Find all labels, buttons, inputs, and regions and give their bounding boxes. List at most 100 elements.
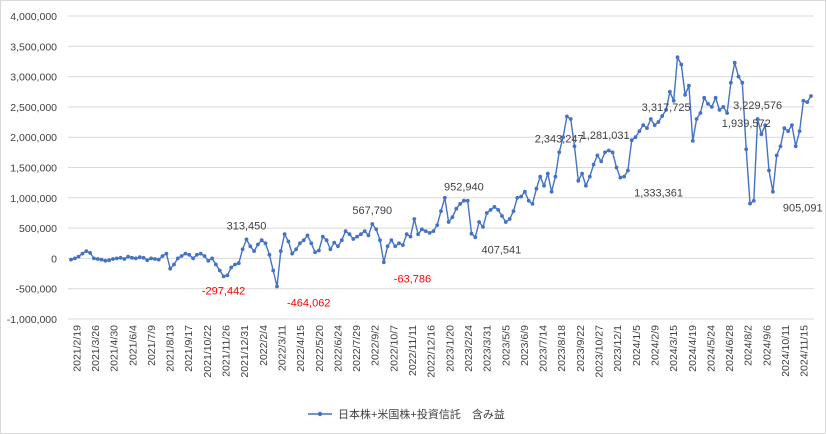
data-annotations: 313,450 567,790 952,940 2,343,247 3,317,725 3… xyxy=(202,100,823,310)
data-point xyxy=(599,159,604,164)
data-point xyxy=(709,105,714,109)
data-point xyxy=(92,256,96,261)
y-tick-label: 1,000,000 xyxy=(10,193,57,205)
data-point xyxy=(320,234,325,239)
x-tick-label: 2022/10/7 xyxy=(388,325,400,372)
data-point xyxy=(721,105,726,109)
x-tick-label: 2024/9/6 xyxy=(761,325,773,366)
data-point xyxy=(469,231,474,236)
x-tick-label: 2022/4/15 xyxy=(295,325,307,372)
data-point xyxy=(336,244,340,249)
data-point xyxy=(790,123,794,127)
y-tick-label: -500,000 xyxy=(16,284,58,296)
x-tick-label: 2023/12/1 xyxy=(612,325,624,372)
x-tick-label: 2022/11/11 xyxy=(407,325,419,376)
data-point xyxy=(69,257,73,262)
data-point xyxy=(267,252,272,257)
data-point xyxy=(484,211,489,215)
x-tick-label: 2024/11/15 xyxy=(799,325,811,377)
data-label: -297,442 xyxy=(202,285,245,297)
y-axis-tick-labels: 4,000,000 3,500,000 3,000,000 2,500,000 2,00… xyxy=(7,11,57,326)
data-point xyxy=(740,80,745,85)
data-point xyxy=(118,255,123,260)
data-point xyxy=(744,147,749,152)
data-point xyxy=(259,238,264,243)
data-point xyxy=(99,257,104,262)
data-point xyxy=(309,241,314,246)
data-point xyxy=(786,129,790,134)
data-point xyxy=(660,114,665,118)
data-point xyxy=(557,150,562,155)
data-point xyxy=(736,74,741,79)
data-point xyxy=(492,205,497,209)
x-tick-label: 2022/5/20 xyxy=(314,325,326,372)
data-point xyxy=(591,162,596,167)
data-label: 407,541 xyxy=(482,245,522,257)
data-point xyxy=(515,195,520,200)
data-point xyxy=(324,238,329,243)
data-point xyxy=(225,273,230,278)
data-point xyxy=(374,227,379,232)
data-point xyxy=(496,208,501,212)
data-point xyxy=(523,189,527,194)
data-point xyxy=(614,165,619,170)
y-tick-label: 3,000,000 xyxy=(10,72,57,84)
data-point xyxy=(378,238,382,243)
data-point xyxy=(580,171,584,176)
data-point xyxy=(404,232,409,237)
data-point xyxy=(103,258,108,263)
x-tick-label: 2023/6/9 xyxy=(519,325,531,366)
data-point xyxy=(729,80,733,85)
data-point xyxy=(263,241,268,246)
legend-label: 日本株+米国株+投資信託 含み益 xyxy=(338,407,505,421)
data-point xyxy=(797,129,802,134)
y-tick-label: 1,500,000 xyxy=(10,163,57,175)
data-point xyxy=(542,183,546,188)
data-point xyxy=(683,92,687,97)
data-point xyxy=(629,138,634,143)
data-point xyxy=(423,229,428,234)
data-label: -464,062 xyxy=(287,298,330,310)
y-tick-label: 3,500,000 xyxy=(10,41,57,53)
series-line xyxy=(70,54,812,287)
x-axis-tick-labels: 2021/2/19 2021/3/26 2021/4/30 2021/6/4 2021/… xyxy=(71,325,810,378)
data-point xyxy=(347,232,352,237)
data-point xyxy=(317,248,321,253)
data-point xyxy=(275,284,279,289)
x-tick-label: 2023/1/20 xyxy=(444,325,456,372)
data-point xyxy=(717,108,722,112)
data-point xyxy=(141,255,146,260)
data-point xyxy=(725,111,729,115)
data-point xyxy=(584,183,588,188)
x-tick-label: 2023/5/5 xyxy=(500,325,512,366)
x-tick-label: 2021/11/26 xyxy=(221,325,233,377)
data-point xyxy=(732,60,737,65)
x-tick-label: 2021/7/9 xyxy=(146,325,158,366)
data-point xyxy=(454,206,459,211)
data-point xyxy=(385,244,390,249)
data-point xyxy=(183,251,188,256)
x-tick-label: 2022/6/24 xyxy=(332,325,344,372)
data-point xyxy=(393,244,398,249)
data-point xyxy=(439,209,443,214)
data-point xyxy=(202,254,207,258)
data-point xyxy=(759,132,764,137)
data-point xyxy=(175,256,180,261)
data-point xyxy=(805,100,810,104)
data-point xyxy=(774,153,779,158)
data-point xyxy=(595,153,600,158)
data-point xyxy=(221,274,226,279)
x-tick-label: 2021/2/19 xyxy=(71,325,83,372)
x-tick-label: 2024/10/11 xyxy=(780,325,792,377)
data-point xyxy=(114,256,119,261)
data-point xyxy=(126,254,131,259)
data-label: 567,790 xyxy=(352,205,392,217)
data-point xyxy=(576,178,581,183)
data-point xyxy=(80,251,85,256)
data-point xyxy=(206,258,211,263)
data-point xyxy=(507,217,512,221)
data-point xyxy=(503,220,508,224)
data-point xyxy=(389,238,394,243)
data-point xyxy=(442,195,447,200)
